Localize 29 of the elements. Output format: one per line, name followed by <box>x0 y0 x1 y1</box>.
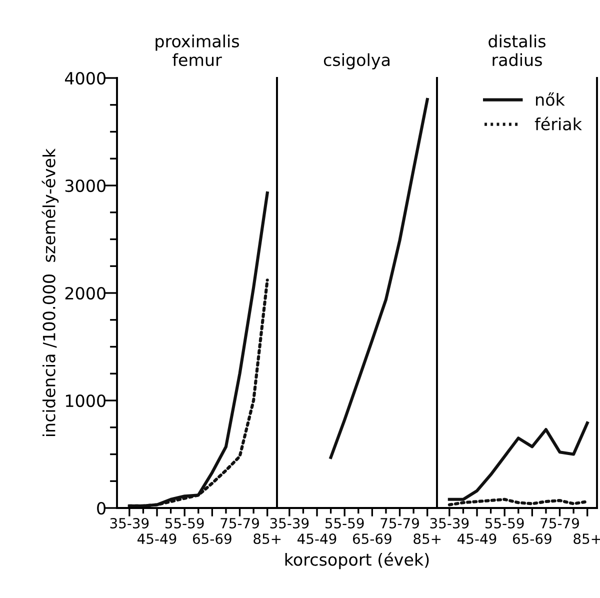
y-tick-label: 3000 <box>65 179 106 192</box>
x-tick-label: 85+ <box>254 534 281 544</box>
chart-title: csigolya <box>324 53 390 70</box>
y-axis-title: incidencia /100.000 személy-évek <box>42 148 59 436</box>
x-tick-label: 45-49 <box>298 534 336 544</box>
x-tick-label: 45-49 <box>138 534 176 544</box>
x-tick-label: 35-39 <box>270 518 309 528</box>
y-tick-label: 2000 <box>65 286 106 300</box>
x-tick-label: 35-39 <box>430 518 469 528</box>
y-tick-label: 1000 <box>66 394 106 408</box>
x-tick-label: 55-59 <box>325 518 364 528</box>
legend-label: fériak <box>534 116 582 130</box>
x-tick-label: 75-79 <box>540 518 579 528</box>
x-tick-label: 65-69 <box>192 534 232 544</box>
y-tick-label: 0 <box>97 502 106 515</box>
x-axis-title: korcsoport (évek) <box>285 552 429 570</box>
x-tick-label: 75-79 <box>220 518 259 528</box>
y-tick-label: 4000 <box>64 72 106 85</box>
chart-title: proximalis femur <box>156 34 239 66</box>
x-tick-label: 65-69 <box>512 534 552 544</box>
x-tick-label: 85+ <box>414 534 441 544</box>
x-tick-label: 55-59 <box>485 518 524 528</box>
x-tick-label: 35-39 <box>110 518 149 528</box>
x-tick-label: 65-69 <box>352 534 392 544</box>
legend-label: nők <box>536 92 565 106</box>
x-tick-label: 55-59 <box>165 518 204 528</box>
chart-title: distalis radius <box>488 34 546 66</box>
x-tick-label: 45-49 <box>458 534 496 544</box>
x-tick-label: 75-79 <box>380 518 419 528</box>
